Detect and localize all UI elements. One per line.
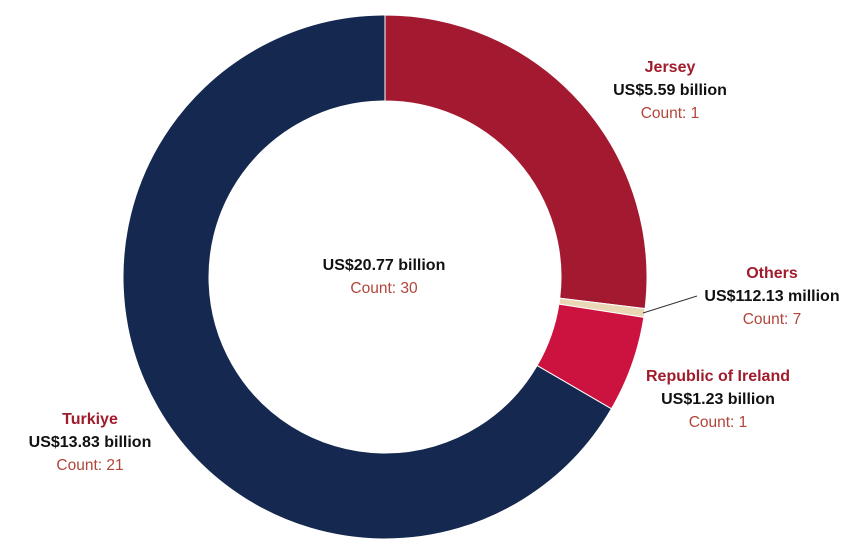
slice-name: Jersey — [644, 59, 696, 76]
slice-name: Turkiye — [62, 411, 118, 428]
center-label: US$20.77 billion Count: 30 — [284, 254, 484, 300]
slice-name: Others — [746, 265, 798, 282]
slice-turkiye — [122, 14, 613, 540]
slice-count: Count: 1 — [688, 414, 748, 431]
center-total-count: Count: 30 — [350, 280, 418, 297]
slice-label-republic-of-ireland: Republic of Ireland US$1.23 billion Coun… — [618, 365, 818, 434]
donut-slices — [122, 14, 648, 540]
slice-label-others: Others US$112.13 million Count: 7 — [682, 262, 862, 331]
slice-value: US$112.13 million — [704, 288, 840, 305]
slice-value: US$5.59 billion — [613, 82, 727, 99]
slice-jersey — [384, 14, 648, 310]
slice-label-jersey: Jersey US$5.59 billion Count: 1 — [570, 56, 770, 125]
others-leader-line — [642, 295, 698, 314]
center-total-value: US$20.77 billion — [322, 257, 446, 274]
slice-count: Count: 21 — [56, 457, 124, 474]
slice-label-turkiye: Turkiye US$13.83 billion Count: 21 — [0, 408, 180, 477]
slice-count: Count: 1 — [640, 105, 700, 122]
slice-value: US$1.23 billion — [661, 391, 775, 408]
slice-count: Count: 7 — [742, 311, 802, 328]
slice-name: Republic of Ireland — [645, 368, 790, 385]
slice-value: US$13.83 billion — [28, 434, 152, 451]
